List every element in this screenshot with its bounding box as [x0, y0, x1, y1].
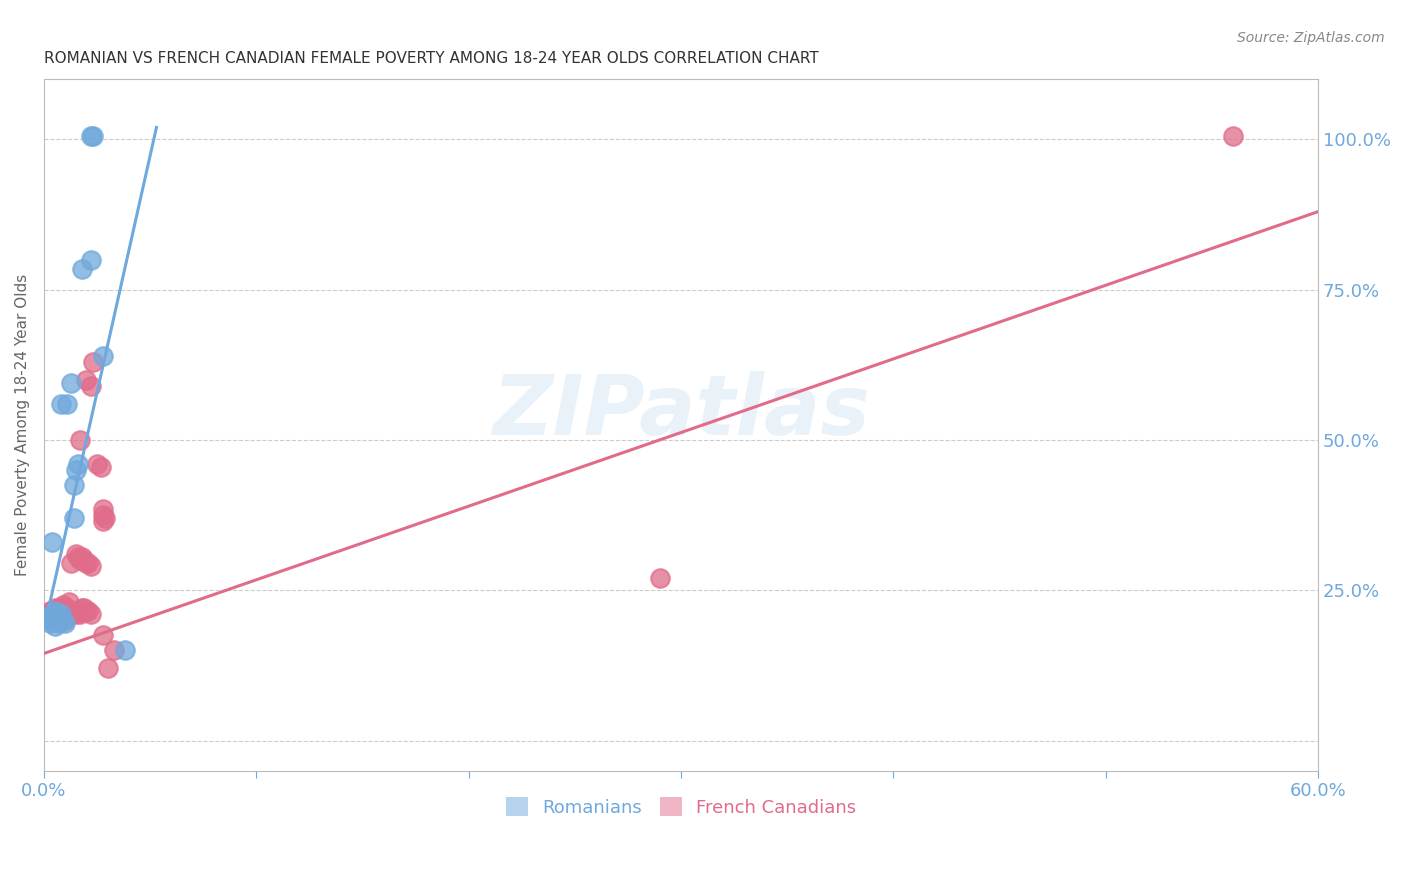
Point [86, 457, 108, 471]
Point [48, 604, 70, 618]
Point [79, 607, 101, 622]
Point [41, 607, 63, 622]
Point [41, 535, 63, 549]
Point [65, 547, 87, 561]
Point [73, 553, 96, 567]
Point [66, 604, 89, 618]
Point [60, 556, 83, 570]
Point [41, 607, 63, 622]
Point [93, 502, 115, 516]
Point [93, 514, 115, 528]
Point [39, 610, 62, 624]
Point [1222, 129, 1244, 144]
Point [75, 556, 97, 570]
Point [93, 349, 115, 363]
Point [62, 604, 84, 618]
Point [77, 604, 100, 618]
Legend: Romanians, French Canadians: Romanians, French Canadians [499, 790, 863, 824]
Point [44, 614, 66, 628]
Point [69, 607, 91, 622]
Point [45, 607, 67, 622]
Point [44, 601, 66, 615]
Point [58, 595, 80, 609]
Point [79, 559, 101, 574]
Point [82, 355, 104, 369]
Point [70, 261, 93, 276]
Point [75, 373, 97, 387]
Point [114, 643, 136, 657]
Point [52, 599, 75, 613]
Point [49, 601, 72, 615]
Point [39, 616, 62, 631]
Point [48, 601, 70, 615]
Point [66, 550, 89, 565]
Point [39, 610, 62, 624]
Point [79, 252, 101, 267]
Point [73, 601, 96, 615]
Point [45, 607, 67, 622]
Point [79, 129, 101, 144]
Point [53, 616, 76, 631]
Point [48, 614, 70, 628]
Y-axis label: Female Poverty Among 18-24 Year Olds: Female Poverty Among 18-24 Year Olds [15, 274, 30, 576]
Point [45, 614, 67, 628]
Point [37, 607, 59, 622]
Point [65, 463, 87, 477]
Point [53, 614, 76, 628]
Point [70, 601, 93, 615]
Point [93, 508, 115, 523]
Text: ZIPatlas: ZIPatlas [492, 371, 870, 451]
Point [70, 550, 93, 565]
Point [52, 601, 75, 615]
Point [69, 433, 91, 447]
Point [69, 553, 91, 567]
Point [62, 478, 84, 492]
Point [56, 397, 79, 411]
Point [97, 661, 120, 675]
Point [66, 457, 89, 471]
Point [53, 604, 76, 618]
Point [49, 607, 72, 622]
Point [52, 614, 75, 628]
Point [77, 556, 100, 570]
Text: ROMANIAN VS FRENCH CANADIAN FEMALE POVERTY AMONG 18-24 YEAR OLDS CORRELATION CHA: ROMANIAN VS FRENCH CANADIAN FEMALE POVER… [44, 51, 818, 66]
Point [93, 628, 115, 642]
Point [60, 607, 83, 622]
Point [62, 511, 84, 525]
Point [103, 643, 125, 657]
Point [44, 604, 66, 618]
Point [56, 601, 79, 615]
Point [49, 397, 72, 411]
Point [56, 604, 79, 618]
Point [41, 614, 63, 628]
Point [75, 604, 97, 618]
Point [45, 604, 67, 618]
Point [60, 376, 83, 390]
Point [90, 460, 112, 475]
Point [82, 129, 104, 144]
Point [94, 511, 117, 525]
Point [39, 604, 62, 618]
Point [79, 379, 101, 393]
Point [41, 614, 63, 628]
Point [49, 607, 72, 622]
Point [648, 571, 671, 585]
Text: Source: ZipAtlas.com: Source: ZipAtlas.com [1237, 31, 1385, 45]
Point [65, 607, 87, 622]
Point [48, 616, 70, 631]
Point [44, 619, 66, 633]
